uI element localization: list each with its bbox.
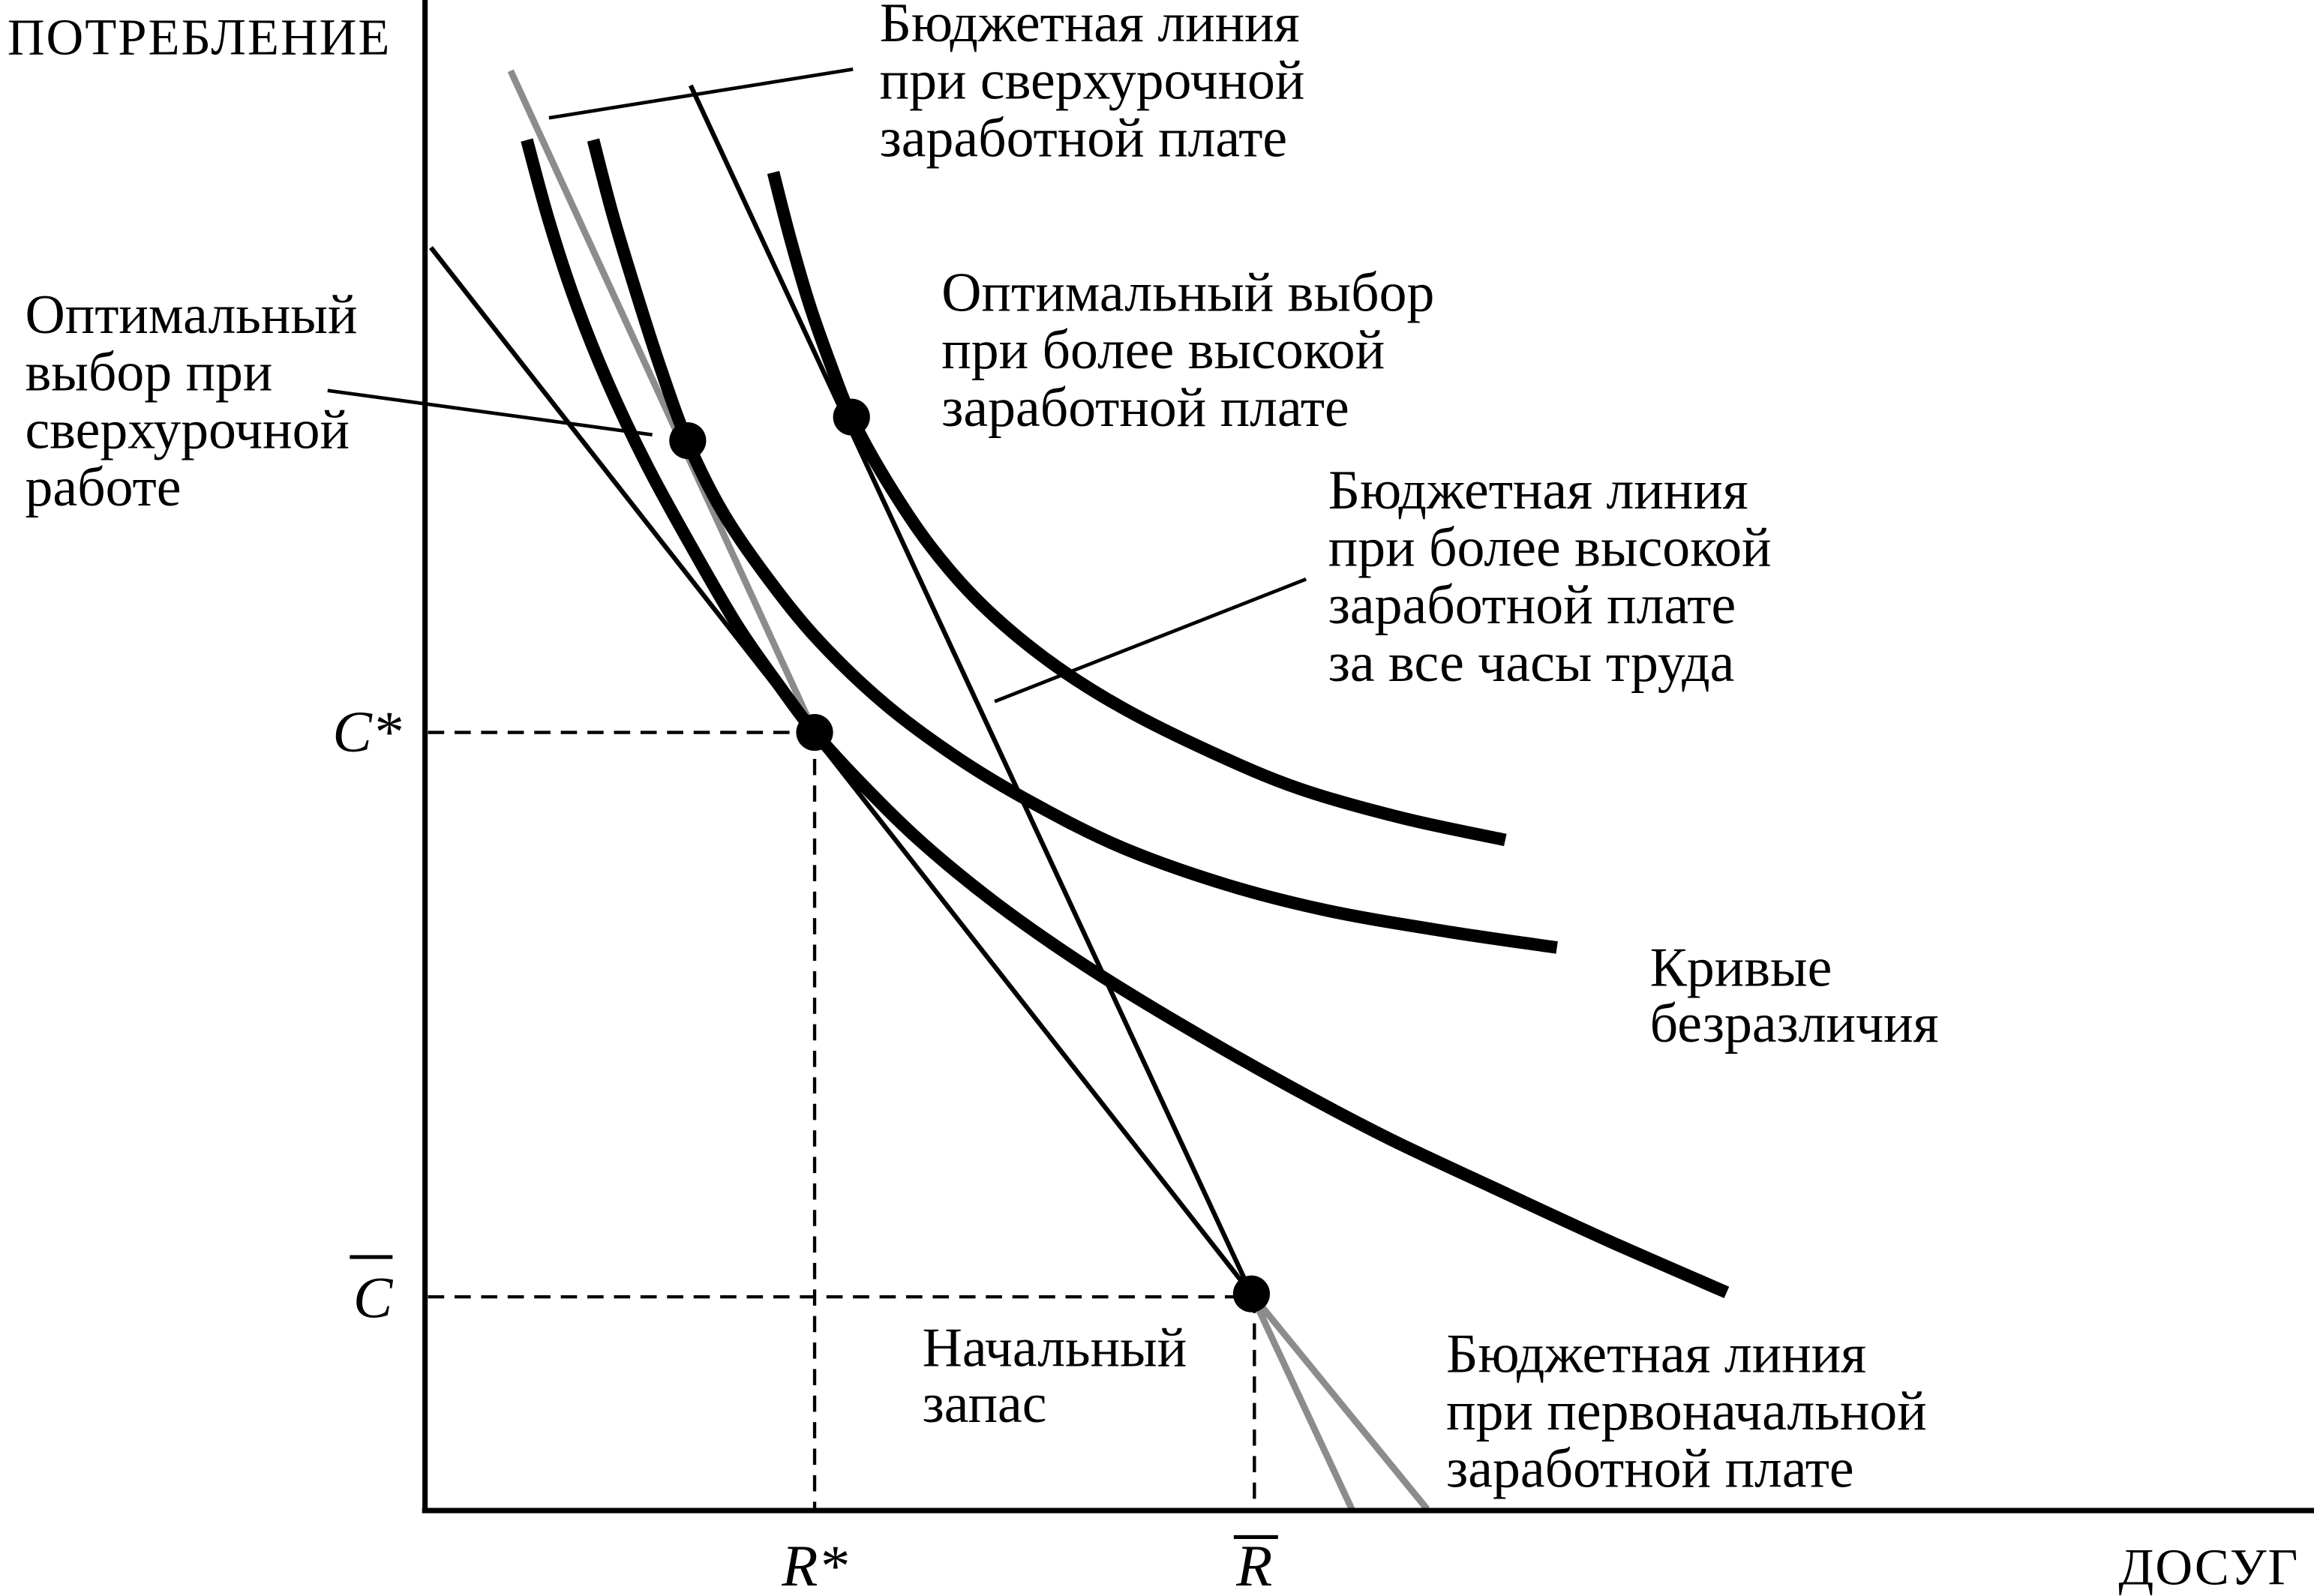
overtime-budget-line: [507, 69, 818, 734]
overtime-optimum-label: Оптимальный выбор при сверхурочной работ…: [25, 284, 357, 518]
indifference-curve-middle: [587, 138, 1558, 954]
label-line: работе: [25, 456, 181, 518]
original-optimum-point: [796, 714, 833, 752]
higher-wage-budget-line-extension: [1248, 1292, 1355, 1510]
label-line: Бюджетная линия: [880, 0, 1300, 53]
endowment-label: Начальный запас: [923, 1317, 1187, 1435]
original-budget-line-extension: [1248, 1292, 1430, 1511]
label-line: Оптимальный: [25, 284, 357, 345]
label-line: заработной плате: [1446, 1438, 1854, 1499]
label-line: при более высокой: [941, 319, 1385, 380]
indifference-curve-high: [767, 170, 1507, 847]
overtime-budget-line-leader: [548, 68, 854, 120]
higher-wage-budget-line-label: Бюджетная линия при более высокой зарабо…: [1328, 459, 1772, 693]
indifference-curve-low: [521, 138, 1730, 1298]
c-bar-tick-label: C: [353, 1266, 394, 1331]
higher-wage-budget-line: [688, 84, 1254, 1295]
label-line: Кривые: [1650, 937, 1832, 998]
overtime-optimum-leader: [327, 388, 653, 436]
r-star-tick-label: R*: [781, 1534, 848, 1596]
r-bar-tick-label: R: [1235, 1534, 1272, 1596]
overtime-budget-line-label: Бюджетная линия при сверхурочной заработ…: [880, 0, 1305, 168]
label-line: Бюджетная линия: [1328, 459, 1748, 520]
label-line: Бюджетная линия: [1446, 1322, 1866, 1384]
guide-lines: [428, 730, 1256, 1510]
higher-wage-optimum-point: [833, 398, 870, 436]
label-line: Оптимальный выбор: [941, 262, 1434, 323]
label-line: выбор при: [25, 341, 272, 403]
label-line: при сверхурочной: [880, 50, 1305, 111]
consumption-axis-label: ПОТРЕБЛЕНИЕ: [8, 9, 392, 66]
endowment-point: [1232, 1275, 1271, 1312]
label-line: заработной плате: [1328, 574, 1736, 635]
label-line: заработной плате: [880, 106, 1288, 168]
label-line: безразличия: [1650, 992, 1939, 1054]
higher-wage-optimum-label: Оптимальный выбор при более высокой зара…: [941, 262, 1434, 438]
label-line: заработной плате: [941, 376, 1349, 438]
leisure-axis-label: ДОСУГ: [2118, 1538, 2299, 1595]
label-line: за все часы труда: [1328, 632, 1735, 693]
indifference-curves-label: Кривые безразличия: [1650, 937, 1939, 1054]
label-line: сверхурочной: [25, 398, 350, 460]
higher-wage-budget-line-leader: [994, 578, 1307, 704]
label-line: запас: [923, 1372, 1047, 1434]
overtime-optimum-point: [669, 422, 707, 460]
label-line: при первоначальной: [1446, 1380, 1927, 1442]
original-budget-line-label: Бюджетная линия при первоначальной зараб…: [1446, 1322, 1927, 1498]
label-line: при более высокой: [1328, 517, 1772, 578]
c-star-tick-label: C*: [332, 700, 402, 765]
label-line: Начальный: [923, 1317, 1187, 1378]
